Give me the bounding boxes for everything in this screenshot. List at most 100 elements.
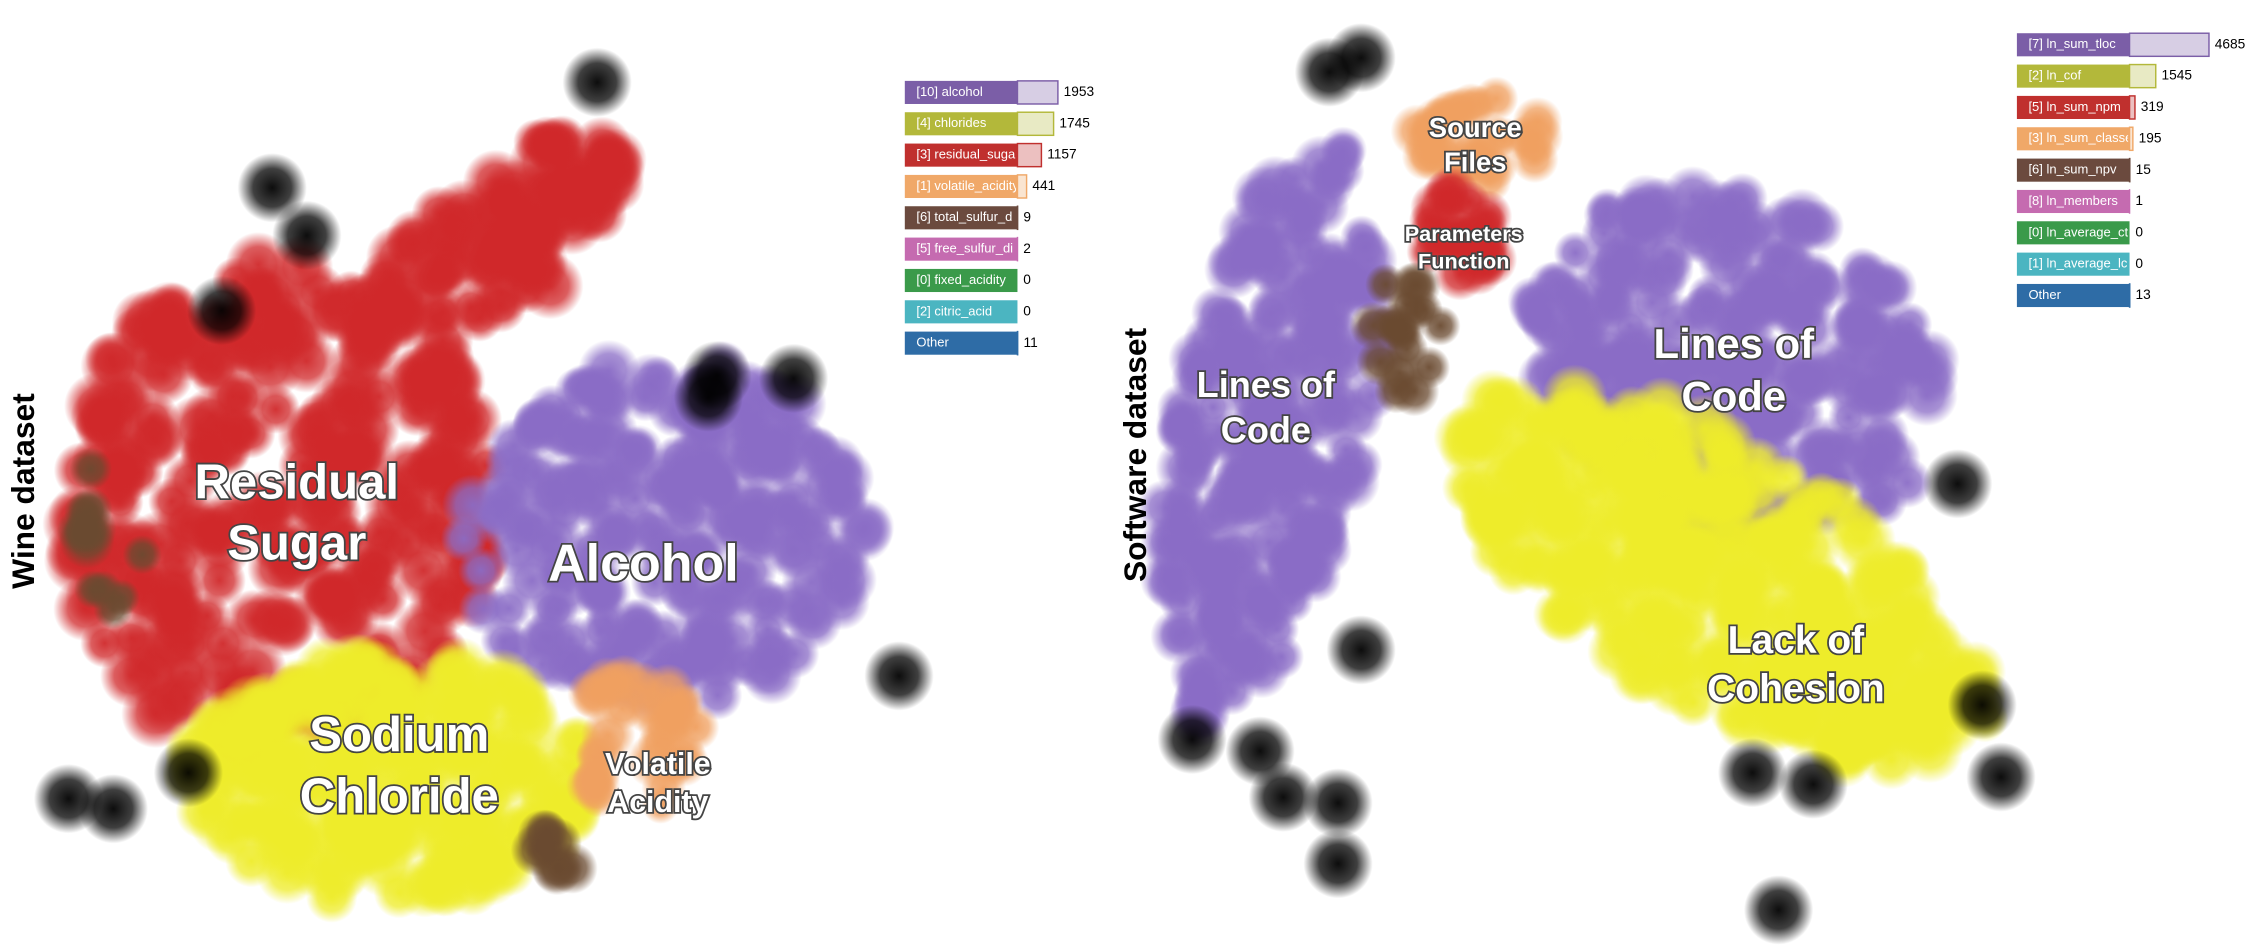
legend-value: 1545 — [2162, 68, 2193, 83]
legend-bar — [1016, 174, 1028, 199]
legend-swatch — [904, 206, 1018, 230]
blob — [1303, 829, 1373, 899]
legend-swatch — [904, 300, 1018, 324]
legend-swatch — [2016, 283, 2130, 308]
blob — [272, 200, 342, 271]
legend-item: [2] citric_acid 0 — [904, 300, 1031, 324]
blob — [1300, 453, 1353, 506]
blob — [722, 543, 778, 599]
blob — [1607, 236, 1650, 279]
blob — [1303, 768, 1373, 838]
blob — [1203, 628, 1246, 671]
legend-item: [0] ln_average_ct 0 — [2016, 221, 2143, 245]
blob — [666, 522, 727, 583]
blob — [1611, 185, 1660, 234]
blob — [1860, 711, 1915, 766]
blob — [536, 589, 579, 632]
blob — [1435, 213, 1484, 263]
blob — [693, 461, 744, 512]
legend-item: [10] alcohol 1953 — [904, 80, 1095, 105]
legend-bar — [2128, 95, 2136, 120]
blob — [1292, 339, 1345, 391]
map-label: Source — [1429, 112, 1522, 143]
legend-label: [1] volatile_acidity — [916, 178, 1019, 193]
blob — [445, 726, 498, 780]
blob — [1588, 274, 1631, 317]
legend-label: [0] fixed_acidity — [916, 272, 1006, 287]
map-label: Volatile — [605, 748, 711, 781]
blob — [1420, 305, 1461, 346]
blob — [400, 372, 463, 435]
blob — [460, 800, 514, 854]
blob — [1542, 554, 1594, 607]
legend-label: [1] ln_average_lc — [2028, 256, 2127, 271]
blob — [1887, 302, 1933, 348]
blob — [1294, 37, 1365, 107]
legend-swatch — [2016, 189, 2130, 214]
map-label: Sodium — [309, 708, 489, 762]
blob — [206, 370, 259, 423]
map-label: Sugar — [227, 517, 366, 571]
blob — [467, 648, 537, 718]
blob — [1326, 615, 1396, 685]
legend-value: 4685 — [2215, 36, 2246, 51]
legend-value: 1745 — [1059, 115, 1090, 130]
legend-item: Other 13 — [2016, 283, 2151, 308]
blob — [1778, 749, 1848, 819]
legend-swatch — [904, 331, 1018, 355]
legend-label: [8] ln_members — [2028, 193, 2118, 208]
blob — [1859, 600, 1928, 668]
legend-value: 0 — [1023, 272, 1031, 287]
side-label: Software dataset — [1117, 327, 1153, 582]
blob — [673, 362, 744, 432]
blob — [788, 497, 841, 550]
blob — [1321, 132, 1366, 176]
map-label: Files — [1444, 147, 1507, 178]
map-label: Residual — [194, 455, 399, 509]
blob — [284, 515, 343, 574]
blob — [1674, 192, 1731, 249]
blob — [351, 369, 407, 424]
blob — [1146, 560, 1199, 613]
blob — [190, 505, 245, 559]
blob — [1474, 76, 1519, 121]
blob — [1743, 875, 1814, 945]
legend-item: [5] free_sulfur_di 2 — [904, 236, 1031, 262]
legend-item: [8] ln_members 1 — [2016, 189, 2143, 214]
legend-value: 11 — [1023, 335, 1037, 350]
legend-bar — [1016, 142, 1043, 168]
legend-label: [5] ln_sum_npm — [2028, 99, 2120, 114]
legend-label: [0] ln_average_ct — [2028, 224, 2128, 239]
blob — [562, 47, 632, 117]
blob — [1267, 399, 1316, 448]
map-label: Chloride — [300, 769, 499, 823]
blob — [1708, 580, 1776, 647]
blob — [610, 424, 664, 478]
legend-value: 195 — [2139, 130, 2162, 145]
blob — [69, 447, 113, 491]
legend-swatch — [2016, 64, 2130, 88]
legend-label: Other — [2028, 287, 2061, 302]
legend-item: [1] ln_average_lc 0 — [2016, 252, 2143, 276]
legend-label: [4] chlorides — [916, 115, 987, 130]
blob — [153, 738, 224, 808]
blob — [750, 422, 807, 479]
legend-item: [1] volatile_acidity 441 — [904, 174, 1055, 199]
blob — [63, 509, 107, 553]
blob — [733, 477, 785, 529]
blob — [576, 774, 620, 818]
blob — [1947, 670, 2017, 740]
map-label: Lines of — [1197, 364, 1336, 405]
map-label: Acidity — [607, 786, 708, 819]
side-label: Wine dataset — [5, 393, 41, 589]
blob — [260, 595, 318, 653]
blob — [528, 510, 584, 566]
blob — [426, 644, 479, 697]
legend-bar — [2128, 126, 2134, 152]
blob — [78, 774, 149, 844]
blob — [525, 832, 564, 871]
blob — [1483, 116, 1523, 156]
legend-item: [6] total_sulfur_d 9 — [904, 205, 1031, 231]
blob — [305, 871, 358, 923]
